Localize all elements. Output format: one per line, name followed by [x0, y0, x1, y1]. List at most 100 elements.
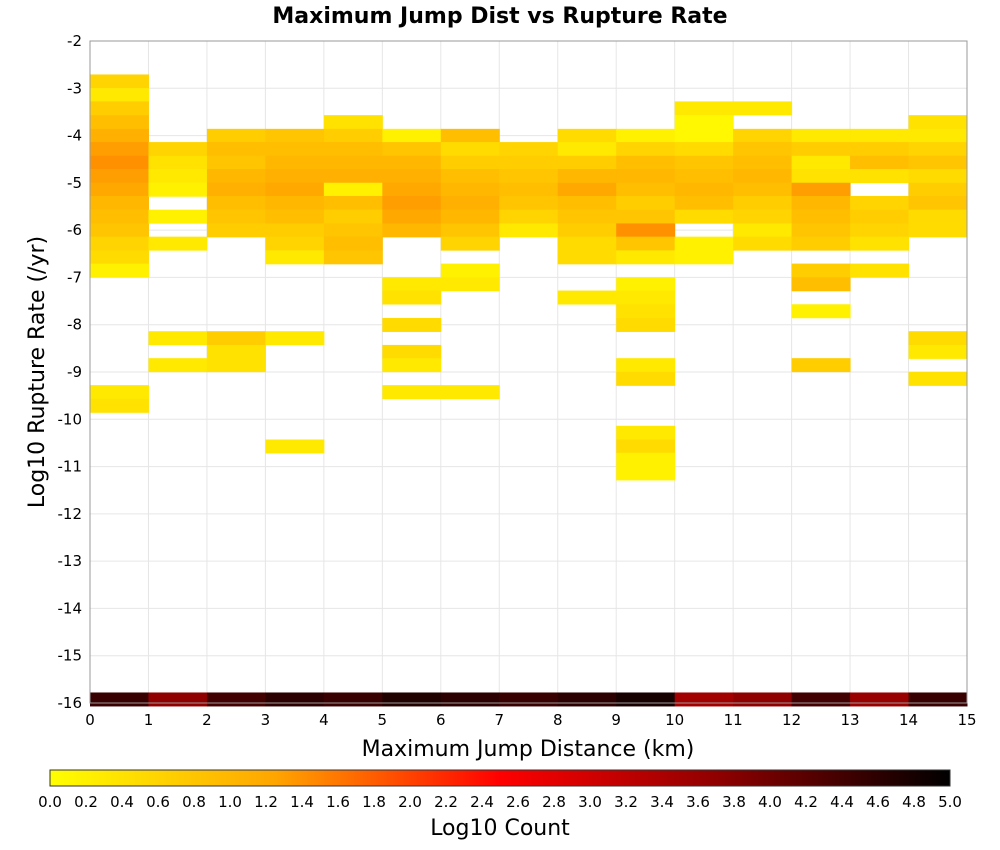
heatmap-cell-x6-0 — [440, 128, 500, 143]
heatmap-cell-x10-2 — [674, 128, 734, 143]
heatmap-cell-x9-20 — [616, 692, 676, 707]
y-tick-label-4: -6 — [67, 221, 82, 239]
heatmap-cell-x9-8 — [616, 236, 676, 251]
heatmap-cell-x13-4 — [850, 195, 910, 210]
heatmap-cell-x3-2 — [265, 155, 325, 170]
colorbar-tick-label-9: 1.8 — [362, 793, 386, 811]
heatmap-cell-x2-2 — [206, 155, 266, 170]
heatmap-cell-x4-4 — [323, 169, 383, 184]
heatmap-cell-x6-11 — [440, 385, 500, 400]
colorbar-tick-label-23: 4.6 — [866, 793, 890, 811]
heatmap-cell-x0-7 — [90, 169, 149, 184]
heatmap-cell-x10-10 — [674, 250, 734, 265]
heatmap-cell-x8-9 — [557, 250, 617, 265]
heatmap-cell-x9-0 — [616, 128, 676, 143]
heatmap-cell-x10-5 — [674, 169, 734, 184]
heatmap-cell-x1-8 — [148, 692, 208, 707]
heatmap-cell-x14-11 — [908, 371, 968, 386]
heatmap-cell-x12-7 — [791, 223, 851, 238]
heatmap-cell-x7-1 — [499, 155, 559, 170]
x-tick-label-0: 0 — [85, 711, 95, 729]
heatmap-cell-x9-9 — [616, 250, 676, 265]
heatmap-cell-x9-10 — [616, 277, 676, 292]
heatmap-cell-x9-12 — [616, 304, 676, 319]
y-tick-label-8: -10 — [58, 410, 83, 428]
y-tick-label-7: -9 — [67, 363, 82, 381]
heatmap-cell-x12-5 — [791, 195, 851, 210]
heatmap-cell-x14-2 — [908, 142, 968, 157]
heatmap-cell-x9-11 — [616, 290, 676, 305]
heatmap-cell-x6-7 — [440, 223, 500, 238]
heatmap-cell-x5-11 — [382, 344, 442, 359]
heatmap-cell-x4-11 — [323, 692, 383, 707]
heatmap-cell-x6-4 — [440, 182, 500, 197]
heatmap-cell-x8-2 — [557, 155, 617, 170]
heatmap-cell-x8-1 — [557, 142, 617, 157]
colorbar-tick-label-25: 5.0 — [938, 793, 962, 811]
heatmap-cell-x3-9 — [265, 250, 325, 265]
heatmap-cell-x3-1 — [265, 142, 325, 157]
heatmap-cell-x9-14 — [616, 358, 676, 373]
heatmap-cell-x8-5 — [557, 195, 617, 210]
heatmap-cell-x14-8 — [908, 223, 968, 238]
heatmap-cell-x5-5 — [382, 195, 442, 210]
heatmap-cell-x9-7 — [616, 223, 676, 238]
x-tick-label-7: 7 — [494, 711, 504, 729]
heatmap-cell-x12-3 — [791, 169, 851, 184]
heatmap-cell-x3-0 — [265, 128, 325, 143]
heatmap-cell-x2-1 — [206, 142, 266, 157]
heatmap-cell-x4-1 — [323, 128, 383, 143]
colorbar-tick-label-13: 2.6 — [506, 793, 530, 811]
y-tick-label-2: -4 — [67, 127, 82, 145]
heatmap-cell-x11-7 — [733, 209, 793, 224]
heatmap-cell-x2-7 — [206, 223, 266, 238]
heatmap-cell-x8-7 — [557, 223, 617, 238]
heatmap-cell-x13-6 — [850, 223, 910, 238]
heatmap-cell-x4-10 — [323, 250, 383, 265]
heatmap-cell-x5-13 — [382, 385, 442, 400]
heatmap-cell-x12-13 — [791, 692, 851, 707]
x-tick-label-11: 11 — [724, 711, 743, 729]
heatmap-cell-x12-9 — [791, 263, 851, 278]
x-axis-ticks: 0 1 2 3 4 5 6 7 8 9 10 11 12 13 14 15 — [85, 711, 976, 729]
heatmap-cell-x1-2 — [148, 169, 208, 184]
heatmap-cell-x6-5 — [440, 195, 500, 210]
heatmap-cell-x12-4 — [791, 182, 851, 197]
heatmap-cell-x10-0 — [674, 101, 734, 116]
heatmap-cell-x14-10 — [908, 344, 968, 359]
heatmap-cell-x5-14 — [382, 692, 442, 707]
heatmap-cell-x9-2 — [616, 155, 676, 170]
heatmap-cell-x4-6 — [323, 195, 383, 210]
heatmap-cell-x3-3 — [265, 169, 325, 184]
heatmap-cell-x9-13 — [616, 317, 676, 332]
colorbar-tick-label-0: 0.0 — [38, 793, 62, 811]
heatmap-cell-x7-4 — [499, 195, 559, 210]
heatmap-cell-x5-3 — [382, 169, 442, 184]
colorbar-tick-label-21: 4.2 — [794, 793, 818, 811]
heatmap-cell-x0-13 — [90, 250, 149, 265]
y-tick-label-13: -15 — [58, 647, 83, 665]
heatmap-cell-x0-1 — [90, 88, 149, 103]
heatmap-cell-x5-6 — [382, 209, 442, 224]
heatmap-cell-x8-10 — [557, 290, 617, 305]
heatmap-cell-x10-1 — [674, 115, 734, 130]
heatmap-cell-x2-5 — [206, 195, 266, 210]
heatmap-cell-x2-10 — [206, 358, 266, 373]
heatmap-cell-x14-1 — [908, 128, 968, 143]
heatmap-cell-x8-11 — [557, 692, 617, 707]
heatmap-cell-x8-4 — [557, 182, 617, 197]
colorbar-tick-label-3: 0.6 — [146, 793, 170, 811]
heatmap-cell-x0-9 — [90, 195, 149, 210]
x-tick-label-4: 4 — [319, 711, 329, 729]
heatmap-cell-x12-6 — [791, 209, 851, 224]
x-tick-label-15: 15 — [957, 711, 976, 729]
heatmap-cell-x3-12 — [265, 692, 325, 707]
heatmap-cell-x5-10 — [382, 317, 442, 332]
colorbar-tick-label-1: 0.2 — [74, 793, 98, 811]
heatmap-cell-x6-10 — [440, 277, 500, 292]
x-tick-label-1: 1 — [144, 711, 154, 729]
heatmap-cell-x4-5 — [323, 182, 383, 197]
heatmap-cell-x3-8 — [265, 236, 325, 251]
heatmap-cell-x2-9 — [206, 344, 266, 359]
y-tick-label-10: -12 — [58, 505, 83, 523]
